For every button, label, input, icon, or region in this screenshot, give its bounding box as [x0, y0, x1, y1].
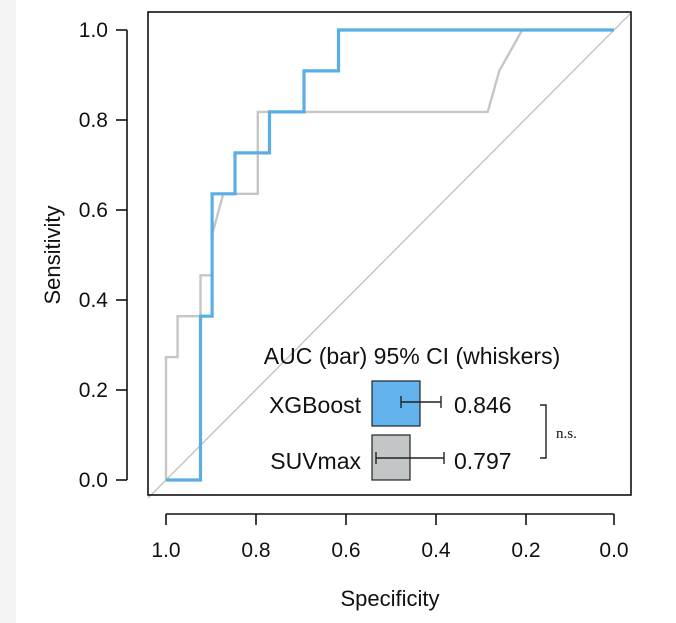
auc-bar-xgboost: [371, 380, 421, 427]
auc-legend: AUC (bar) 95% CI (whiskers) XGBoost 0.84…: [264, 343, 577, 481]
x-tick-label: 0.8: [241, 539, 270, 562]
plot-area: [147, 12, 632, 499]
auc-value-xgboost: 0.846: [454, 392, 512, 418]
y-tick-label: 0.4: [79, 289, 109, 312]
y-tick-label: 0.6: [79, 199, 108, 222]
x-axis: 1.0 0.8 0.6 0.4 0.2 0.0 Specificity: [151, 513, 629, 611]
significance-bracket: [540, 404, 547, 459]
ci-whisker-suvmax: [375, 452, 445, 464]
legend-header: AUC (bar) 95% CI (whiskers): [264, 343, 561, 369]
y-tick-label: 0.2: [79, 379, 108, 402]
x-axis-title: Specificity: [340, 586, 439, 611]
x-tick-label: 0.4: [421, 539, 451, 562]
y-axis: 0.0 0.2 0.4 0.6 0.8 1.0 Sensitivity: [40, 19, 128, 492]
y-tick-label: 1.0: [79, 19, 108, 42]
legend-label-xgboost: XGBoost: [269, 392, 362, 418]
legend-label-suvmax: SUVmax: [270, 448, 361, 474]
chance-diagonal-line: [147, 12, 632, 499]
x-tick-label: 1.0: [151, 539, 180, 562]
auc-value-suvmax: 0.797: [454, 448, 512, 474]
x-tick-label: 0.0: [599, 539, 628, 562]
x-tick-label: 0.2: [511, 539, 540, 562]
significance-label: n.s.: [556, 426, 577, 442]
ci-whisker-xgboost: [400, 396, 442, 408]
window-edge: [0, 0, 16, 623]
x-tick-label: 0.6: [331, 539, 360, 562]
y-tick-label: 0.8: [79, 109, 108, 132]
roc-curve-xgboost: [166, 28, 614, 482]
y-tick-label: 0.0: [79, 469, 108, 492]
y-axis-title: Sensitivity: [40, 205, 65, 304]
plot-frame: [147, 11, 632, 496]
